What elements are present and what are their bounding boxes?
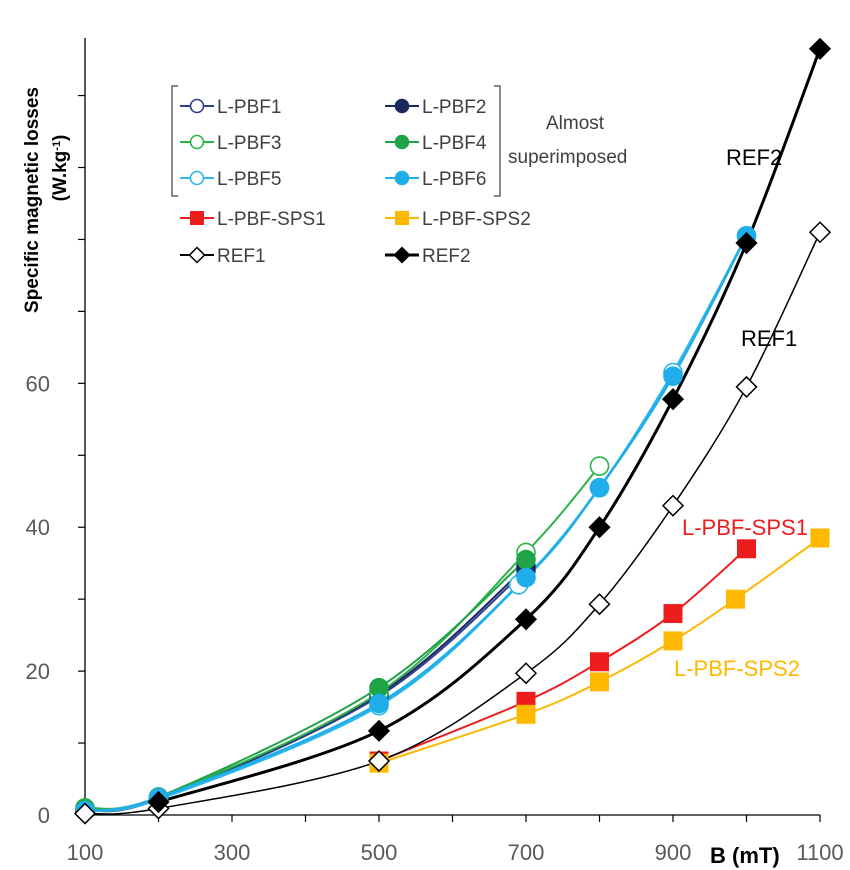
- series-markers: [73, 37, 832, 825]
- legend-marker-l-pbf3: [189, 134, 205, 150]
- bracket-note-line1: Almost: [546, 113, 605, 134]
- data-point-ref2: [808, 37, 832, 60]
- y-axis-unit-close: ): [50, 135, 71, 141]
- data-point-l-pbf-sps1: [737, 539, 756, 559]
- x-tick-label: 300: [214, 840, 251, 865]
- y-tick-label: 20: [26, 659, 50, 684]
- data-point-l-pbf3: [589, 456, 610, 476]
- x-tick-label: 1100: [796, 840, 843, 865]
- x-tick-labels: 100 300 500 700 900 1100: [67, 840, 844, 865]
- series-lines: [84, 48, 822, 815]
- data-point-l-pbf-sps2: [725, 589, 745, 609]
- legend-label-l-pbf5: L-PBF5: [217, 169, 281, 190]
- data-point-l-pbf6: [369, 693, 389, 714]
- data-point-ref2: [661, 388, 685, 411]
- legend-marker-l-pbf6: [394, 170, 410, 186]
- data-point-ref1: [73, 802, 97, 825]
- annotations: REF2 REF1 L-PBF-SPS1 L-PBF-SPS2: [674, 145, 808, 681]
- series-line-l-pbf2: [84, 566, 527, 813]
- data-point-ref1: [735, 375, 758, 398]
- data-point-l-pbf6: [589, 477, 610, 498]
- data-point-ref1: [588, 593, 611, 616]
- legend-marker-l-pbf-sps2: [395, 211, 409, 225]
- series-line-l-pbf5: [84, 235, 748, 813]
- legend-label-l-pbf6: L-PBF6: [422, 169, 486, 190]
- series-line-l-pbf6: [84, 235, 748, 812]
- data-point-ref1: [808, 221, 832, 244]
- series-line-l-pbf1: [84, 569, 527, 813]
- y-axis-unit-superscript: -1: [51, 141, 63, 151]
- data-point-ref1: [661, 494, 685, 517]
- series-line-l-pbf-sps2: [378, 537, 821, 765]
- legend-marker-l-pbf1: [189, 98, 205, 114]
- data-point-l-pbf6: [516, 567, 536, 588]
- data-point-l-pbf-sps2: [810, 528, 830, 548]
- y-axis-label-line2: (W.kg-1): [50, 135, 71, 202]
- data-point-ref2: [514, 608, 538, 631]
- data-point-l-pbf-sps2: [516, 704, 536, 724]
- y-tick-label: 40: [26, 515, 50, 540]
- x-tick-label: 100: [67, 840, 104, 865]
- bracket-note-line2: superimposed: [508, 147, 627, 168]
- annotation-l-pbf-sps2: L-PBF-SPS2: [674, 656, 800, 681]
- legend-label-l-pbf2: L-PBF2: [422, 97, 486, 118]
- legend-label-ref2: REF2: [422, 246, 471, 267]
- data-point-l-pbf4: [516, 549, 536, 570]
- legend-marker-l-pbf2: [394, 98, 410, 114]
- series-line-ref2: [158, 48, 822, 804]
- data-point-ref2: [735, 231, 758, 255]
- x-axis-label: B (mT): [710, 843, 780, 868]
- legend-label-l-pbf4: L-PBF4: [422, 133, 487, 154]
- data-point-ref1: [367, 749, 391, 773]
- data-point-l-pbf-sps2: [590, 672, 609, 692]
- legend-marker-ref2: [393, 246, 411, 264]
- y-axis-label-line1: Specific magnetic losses: [22, 87, 43, 313]
- data-point-l-pbf-sps2: [663, 631, 683, 651]
- data-point-l-pbf6: [663, 366, 683, 386]
- legend-label-l-pbf-sps2: L-PBF-SPS2: [422, 209, 531, 230]
- legend-marker-l-pbf5: [189, 170, 205, 186]
- x-tick-label: 500: [361, 840, 398, 865]
- y-axis-unit-main: (W.kg: [50, 151, 71, 202]
- series-line-l-pbf3: [84, 465, 601, 810]
- legend-marker-ref1: [188, 246, 206, 264]
- data-point-ref2: [147, 790, 170, 814]
- legend-label-ref1: REF1: [217, 246, 266, 267]
- data-point-ref1: [514, 662, 538, 685]
- legend: L-PBF1 L-PBF2 L-PBF3 L-PBF4 L-PBF5 L-PBF6 L-PB…: [180, 97, 531, 267]
- y-tick-label: 60: [26, 371, 50, 396]
- data-point-ref2: [367, 719, 391, 742]
- legend-label-l-pbf-sps1: L-PBF-SPS1: [217, 209, 326, 230]
- annotation-ref1: REF1: [741, 326, 797, 351]
- legend-bracket: [171, 85, 501, 197]
- annotation-ref2: REF2: [726, 145, 782, 170]
- series-line-l-pbf4: [84, 558, 527, 811]
- y-tick-label: 0: [38, 803, 50, 828]
- data-point-l-pbf-sps1: [663, 604, 683, 624]
- annotation-l-pbf-sps1: L-PBF-SPS1: [682, 515, 808, 540]
- x-tick-label: 900: [655, 840, 692, 865]
- data-point-l-pbf-sps1: [590, 652, 609, 672]
- x-tick-label: 700: [508, 840, 545, 865]
- data-point-ref2: [588, 516, 611, 539]
- y-tick-labels: 0 20 40 60: [26, 371, 50, 828]
- legend-marker-l-pbf-sps1: [190, 211, 204, 225]
- legend-label-l-pbf1: L-PBF1: [217, 97, 281, 118]
- legend-label-l-pbf3: L-PBF3: [217, 133, 281, 154]
- legend-marker-l-pbf4: [394, 134, 410, 150]
- axes: [78, 38, 821, 822]
